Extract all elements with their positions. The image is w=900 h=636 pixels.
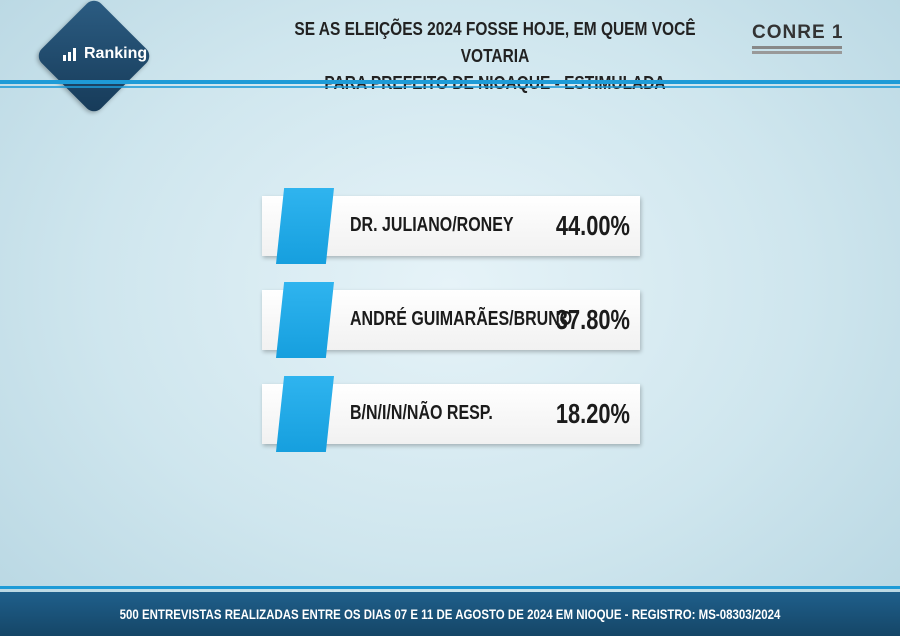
candidate-percentage: 37.80% bbox=[555, 304, 630, 335]
candidate-name: DR. JULIANO/RONEY bbox=[350, 214, 514, 236]
result-row: B/N/I/N/NÃO RESP. 18.20% bbox=[262, 376, 640, 452]
candidate-percentage: 44.00% bbox=[555, 210, 630, 241]
header-divider-thin bbox=[0, 86, 900, 88]
result-accent-tab bbox=[276, 188, 334, 264]
footer-divider bbox=[0, 586, 900, 589]
title-line-1: SE AS ELEIÇÕES 2024 FOSSE HOJE, EM QUEM … bbox=[294, 19, 696, 66]
footer-note: 500 ENTREVISTAS REALIZADAS ENTRE OS DIAS… bbox=[119, 606, 781, 622]
conre-logo-subline bbox=[752, 51, 842, 54]
page-title: SE AS ELEIÇÕES 2024 FOSSE HOJE, EM QUEM … bbox=[267, 16, 723, 97]
result-row: DR. JULIANO/RONEY 44.00% bbox=[262, 188, 640, 264]
conre-logo-subline bbox=[752, 46, 842, 49]
result-row: ANDRÉ GUIMARÃES/BRUNO 37.80% bbox=[262, 282, 640, 358]
ranking-logo-text: Ranking bbox=[84, 45, 148, 62]
candidate-name: ANDRÉ GUIMARÃES/BRUNO bbox=[350, 308, 573, 330]
header: Ranking SE AS ELEIÇÕES 2024 FOSSE HOJE, … bbox=[0, 0, 900, 116]
conre-logo-text: CONRE 1 bbox=[752, 22, 844, 43]
result-accent-tab bbox=[276, 282, 334, 358]
footer bbox=[0, 592, 900, 636]
conre-logo: CONRE 1 bbox=[752, 22, 862, 62]
header-divider bbox=[0, 80, 900, 84]
result-accent-tab bbox=[276, 376, 334, 452]
candidate-name: B/N/I/N/NÃO RESP. bbox=[350, 402, 493, 424]
ranking-logo-icon bbox=[63, 48, 76, 61]
candidate-percentage: 18.20% bbox=[555, 398, 630, 429]
